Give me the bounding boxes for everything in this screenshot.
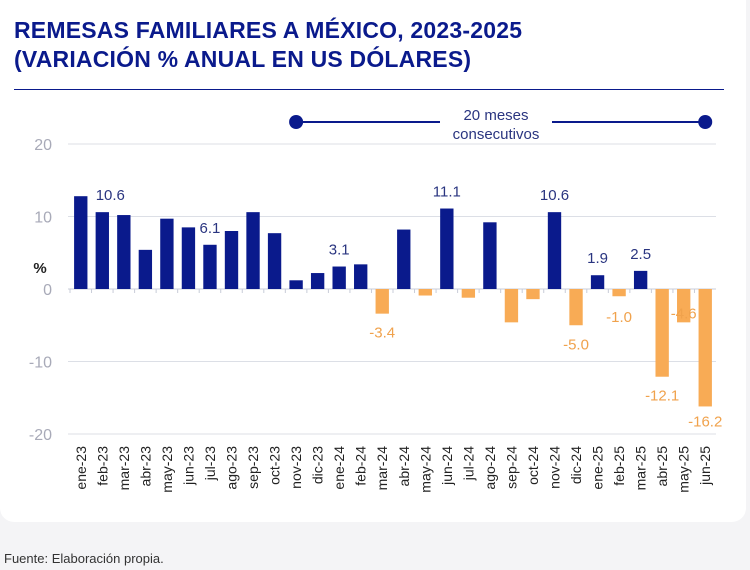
- annotation-end-dot: [698, 115, 713, 129]
- data-label: 1.9: [587, 250, 608, 267]
- x-tick-label: ene-25: [590, 446, 606, 490]
- x-tick-label: feb-23: [94, 446, 110, 486]
- data-label: 10.6: [96, 187, 125, 204]
- bar-mar-23: [117, 215, 131, 289]
- x-tick-label: dic-23: [310, 446, 326, 484]
- y-tick-label: -10: [29, 355, 52, 372]
- data-label: 10.6: [540, 187, 569, 204]
- x-tick-label: jun-24: [439, 446, 455, 486]
- x-tick-label: abr-25: [654, 446, 670, 487]
- x-tick-label: nov-24: [547, 446, 563, 489]
- data-label: -3.4: [369, 325, 395, 342]
- title-line-2: (VARIACIÓN % ANUAL EN US DÓLARES): [14, 46, 472, 72]
- x-tick-label: ago-23: [224, 446, 240, 490]
- x-tick-label: abr-23: [137, 446, 153, 487]
- x-tick-label: sep-23: [245, 446, 261, 489]
- bar-abr-24: [397, 229, 411, 289]
- bar-sep-24: [504, 289, 519, 323]
- bar-sep-23: [246, 212, 260, 289]
- bar-ene-24: [332, 266, 346, 289]
- bar-abr-25: [655, 289, 669, 377]
- y-tick-label: -20: [29, 427, 52, 444]
- source-note: Fuente: Elaboración propia.: [4, 551, 164, 566]
- x-tick-label: mar-23: [116, 446, 132, 491]
- data-label: 6.1: [200, 220, 221, 237]
- bar-jun-25: [698, 289, 712, 407]
- bar-mar-25: [633, 270, 648, 289]
- x-tick-label: abr-24: [396, 446, 412, 487]
- bar-nov-23: [289, 280, 303, 289]
- x-tick-label: mar-24: [374, 446, 390, 491]
- data-label: -16.2: [688, 413, 722, 430]
- bar-jun-23: [181, 227, 196, 289]
- bar-chart: 20 10 0 -10 -20% ene-23 feb-23 10.6 mar-23 abr-23…: [29, 107, 722, 493]
- x-tick-label: dic-24: [568, 446, 584, 484]
- data-label: -12.1: [645, 388, 679, 405]
- bar-may-24: [418, 289, 432, 296]
- y-tick-label: 20: [34, 137, 52, 154]
- x-tick-label: jun-25: [697, 446, 713, 486]
- x-tick-label: may-23: [159, 446, 175, 493]
- title-rule: [14, 89, 724, 90]
- bar-ene-23: [74, 196, 88, 289]
- x-tick-label: jul-23: [202, 446, 218, 481]
- data-label: -5.0: [563, 336, 589, 353]
- x-tick-label: mar-25: [633, 446, 649, 491]
- bar-oct-23: [267, 233, 282, 289]
- bar-may-25: [677, 289, 691, 323]
- data-label: 2.5: [630, 246, 651, 263]
- y-tick-label: 10: [34, 210, 52, 227]
- x-tick-label: jun-23: [180, 446, 196, 486]
- bar-jul-24: [461, 289, 476, 298]
- bar-nov-24: [547, 212, 562, 289]
- data-label: -1.0: [606, 309, 632, 326]
- x-tick-label: feb-24: [353, 446, 369, 486]
- annotation-line-2: consecutivos: [453, 126, 540, 143]
- y-axis-label: %: [33, 260, 46, 277]
- x-tick-label: oct-24: [525, 446, 541, 485]
- bar-dic-23: [310, 273, 325, 289]
- x-tick-label: nov-23: [288, 446, 304, 489]
- data-label: 3.1: [329, 242, 350, 259]
- annotation-start-dot: [289, 115, 304, 129]
- title-line-1: REMESAS FAMILIARES A MÉXICO, 2023-2025: [14, 17, 523, 43]
- data-label: -4.6: [671, 305, 697, 322]
- x-tick-label: feb-25: [611, 446, 627, 486]
- y-tick-label: 0: [43, 282, 52, 299]
- bar-may-23: [160, 218, 174, 289]
- chart-title: REMESAS FAMILIARES A MÉXICO, 2023-2025 (…: [14, 16, 522, 74]
- bar-oct-24: [526, 289, 540, 300]
- bar-abr-23: [138, 249, 153, 289]
- data-label: 11.1: [433, 184, 461, 201]
- x-tick-label: ene-24: [331, 446, 347, 490]
- x-tick-label: may-25: [676, 446, 692, 493]
- x-tick-label: ene-23: [73, 446, 89, 490]
- bar-jul-23: [203, 244, 217, 289]
- bar-ago-24: [483, 222, 497, 289]
- bar-jun-24: [440, 208, 454, 289]
- bar-mar-24: [375, 289, 389, 314]
- x-tick-label: sep-24: [503, 446, 519, 489]
- annotation-line-1: 20 meses: [463, 107, 528, 124]
- bar-dic-24: [569, 289, 583, 326]
- bar-ago-23: [224, 231, 239, 289]
- x-tick-label: ago-24: [482, 446, 498, 490]
- x-tick-label: jul-24: [460, 446, 476, 481]
- x-tick-label: oct-23: [267, 446, 283, 485]
- bar-feb-24: [354, 264, 368, 289]
- bar-feb-23: [95, 212, 109, 289]
- bar-ene-25: [590, 275, 605, 289]
- x-tick-label: may-24: [417, 446, 433, 493]
- bar-feb-25: [612, 289, 626, 297]
